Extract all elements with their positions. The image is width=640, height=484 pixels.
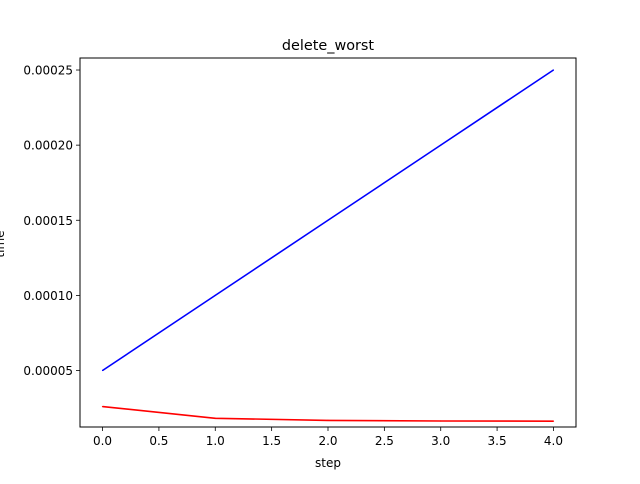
x-tick-label: 1.0 [206, 434, 225, 448]
y-tick-label: 0.00025 [23, 64, 73, 78]
data-point-series-1 [214, 417, 216, 419]
x-tick-label: 3.5 [488, 434, 507, 448]
x-axis-label: step [315, 456, 341, 470]
y-tick-label: 0.00010 [23, 289, 73, 303]
data-point-series-0 [440, 144, 442, 146]
x-tick-label: 2.5 [375, 434, 394, 448]
data-point-series-1 [552, 420, 555, 422]
y-tick-label: 0.00015 [23, 214, 73, 228]
plot-area-frame [79, 57, 577, 428]
data-point-series-0 [101, 369, 104, 372]
series-layer [101, 69, 555, 422]
y-axis-label: time [0, 230, 7, 257]
x-tick-label: 0.0 [93, 434, 112, 448]
data-point-series-1 [440, 420, 442, 422]
ticks-layer: 0.0 0.5 1.0 1.5 2.0 2.5 3.0 3.5 4.0 0.00005 0.0001… [23, 64, 563, 448]
data-point-series-0 [552, 69, 555, 71]
x-tick-label: 1.5 [262, 434, 281, 448]
x-tick-label: 4.0 [544, 434, 563, 448]
x-tick-label: 3.0 [431, 434, 450, 448]
data-point-series-0 [327, 219, 329, 221]
data-point-series-1 [327, 419, 329, 421]
data-point-series-1 [101, 405, 104, 408]
x-tick-label: 0.5 [149, 434, 168, 448]
y-tick-label: 0.00020 [23, 139, 73, 153]
y-tick-label: 0.00005 [23, 364, 73, 378]
chart-title: delete_worst [282, 38, 375, 54]
data-point-series-0 [214, 294, 216, 296]
x-tick-label: 2.0 [318, 434, 337, 448]
